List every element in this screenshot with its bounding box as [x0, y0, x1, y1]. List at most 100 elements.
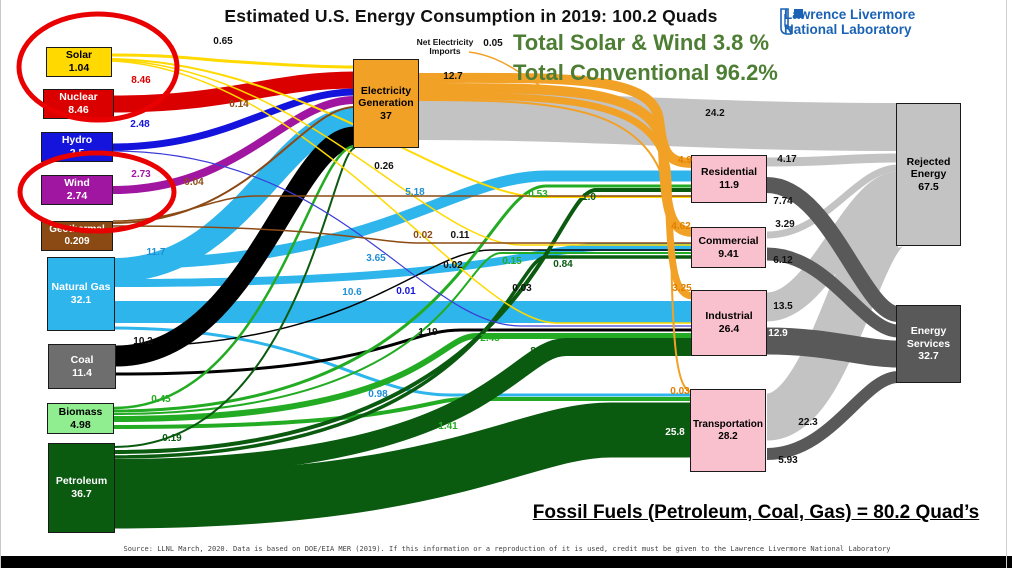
flow-label-residential-rejected: 4.17	[777, 154, 797, 165]
flow-petroleum-industrial	[113, 338, 693, 477]
node-electricity-generation: Electricity Generation 37	[353, 59, 419, 148]
flow-label-hydro-industrial: 0.01	[396, 286, 416, 297]
llnl-logo: Lawrence Livermore National Laboratory	[779, 7, 916, 37]
flow-label-hydro-electricity: 2.48	[130, 119, 150, 130]
node-transportation-label: Transportation	[692, 418, 763, 430]
flow-electricity-industrial	[418, 92, 694, 300]
node-transportation: Transportation 28.2	[690, 389, 766, 472]
node-nuclear-label: Nuclear	[59, 91, 98, 104]
llnl-logo-line2: National Laboratory	[784, 21, 912, 37]
node-biomass-value: 4.98	[70, 418, 91, 431]
node-nuclear: Nuclear 8.46	[43, 89, 114, 119]
note-fossil-fuels: Fossil Fuels (Petroleum, Coal, Gas) = 80…	[532, 502, 980, 523]
flow-label-transportation-services: 5.93	[778, 455, 798, 466]
flow-label-biomass-industrial: 2.45	[480, 333, 500, 344]
flow-label-wind-electricity: 2.73	[131, 169, 151, 180]
flow-label-industrial-services: 12.9	[768, 328, 788, 339]
node-industrial: Industrial 26.4	[691, 290, 767, 356]
node-hydro: Hydro 2.5	[41, 132, 113, 162]
flow-label-solar-commercial: 0.11	[450, 230, 470, 241]
node-industrial-value: 26.4	[718, 323, 740, 335]
node-natural-gas-value: 32.1	[70, 294, 92, 306]
flow-electricity-residential	[418, 72, 694, 168]
flow-label-petroleum-commercial: 0.84	[553, 259, 573, 270]
node-energy-services: Energy Services 32.7	[896, 305, 961, 383]
llnl-logo-icon	[780, 8, 803, 35]
flow-biomass-commercial	[113, 252, 693, 415]
node-coal-value: 11.4	[72, 366, 92, 379]
node-residential: Residential 11.9	[691, 155, 767, 203]
flow-label-net-imports: 0.05	[483, 38, 503, 49]
flow-natural-gas-residential	[114, 170, 693, 270]
flow-biomass-electricity	[113, 144, 356, 410]
flow-commercial-services	[766, 247, 899, 338]
flow-hydro-industrial	[112, 150, 693, 327]
node-wind-value: 2.74	[66, 190, 88, 202]
node-electricity-value: 37	[380, 109, 392, 122]
node-hydro-value: 2.5	[69, 147, 85, 159]
flow-label-petroleum-transportation: 25.8	[665, 427, 685, 438]
node-residential-value: 11.9	[719, 179, 739, 191]
page-title: Estimated U.S. Energy Consumption in 201…	[224, 6, 718, 26]
flow-transportation-rejected	[763, 200, 907, 441]
node-industrial-label: Industrial	[705, 310, 753, 323]
flow-petroleum-commercial	[113, 255, 693, 459]
flow-label-geothermal-electricity: 0.14	[229, 99, 249, 110]
flow-petroleum-electricity	[113, 147, 356, 448]
flow-solar-industrial	[111, 60, 693, 324]
flow-label-electricity-residential: 4.9	[678, 155, 692, 166]
node-natural-gas: Natural Gas 32.1	[47, 257, 115, 331]
node-electricity-label: Electricity Generation	[358, 84, 414, 110]
node-coal: Coal 11.4	[48, 344, 116, 389]
flow-solar-commercial	[111, 59, 693, 246]
node-petroleum-label: Petroleum	[55, 475, 108, 488]
node-coal-label: Coal	[70, 353, 94, 366]
llnl-logo-text: Lawrence Livermore National Laboratory	[784, 7, 916, 37]
slide-right-edge	[1006, 0, 1007, 568]
flow-label-residential-services: 7.74	[773, 196, 793, 207]
node-biomass-label: Biomass	[58, 405, 103, 418]
flow-label-electricity-industrial: 3.25	[672, 283, 692, 294]
llnl-logo-line1: Lawrence Livermore	[784, 7, 916, 22]
note-total-conventional: Total Conventional 96.2%	[513, 60, 778, 85]
flow-label-petroleum-electricity: 0.19	[162, 433, 182, 444]
flow-label-electricity-rejected: 24.2	[705, 108, 725, 119]
flow-biomass-transportation	[113, 397, 693, 429]
flow-residential-services	[766, 177, 900, 322]
flow-petroleum-residential	[113, 188, 693, 454]
node-wind: Wind 2.74	[41, 175, 113, 205]
node-commercial-label: Commercial	[698, 234, 759, 247]
flow-label-commercial-rejected: 3.29	[775, 219, 795, 230]
flow-label-electricity-sectors: 12.7	[443, 71, 463, 82]
node-solar-value: 1.04	[68, 62, 90, 74]
flow-petroleum-transportation	[113, 402, 693, 529]
flow-label-electricity-commercial: 4.62	[671, 221, 691, 232]
source-note: Source: LLNL March, 2020. Data is based …	[123, 545, 891, 553]
note-total-solar-wind: Total Solar & Wind 3.8 %	[513, 30, 770, 55]
node-commercial-value: 9.41	[718, 247, 739, 260]
flow-transportation-services	[766, 371, 899, 460]
flow-label-petroleum-industrial: 8.87	[530, 346, 550, 357]
flow-label-natural-gas-industrial: 10.6	[342, 287, 362, 298]
flow-label-natural-gas-transportation: 0.98	[368, 389, 388, 400]
flow-label-commercial-services: 6.12	[773, 255, 793, 266]
node-solar: Solar 1.04	[46, 47, 112, 77]
flow-industrial-services	[766, 327, 899, 368]
node-transportation-value: 28.2	[718, 430, 738, 442]
node-rejected-value: 67.5	[918, 180, 939, 193]
flow-label-biomass-residential: 0.53	[528, 189, 548, 200]
flow-label-coal-commercial: 0.02	[443, 260, 463, 271]
flow-label-geothermal-commercial: 0.02	[413, 230, 433, 241]
node-natural-gas-label: Natural Gas	[51, 281, 111, 294]
node-rejected-label: Rejected Energy	[906, 155, 951, 181]
flow-geothermal-commercial	[112, 225, 693, 244]
node-residential-label: Residential	[700, 166, 758, 179]
node-nuclear-value: 8.46	[68, 104, 89, 116]
flow-label-natural-gas-commercial: 3.65	[366, 253, 386, 264]
flow-label-nuclear-electricity: 8.46	[131, 75, 151, 86]
node-geothermal-label: Geothermal	[49, 224, 105, 235]
flow-label-electricity-transportation: 0.03	[670, 386, 690, 397]
flow-commercial-rejected	[766, 164, 899, 239]
